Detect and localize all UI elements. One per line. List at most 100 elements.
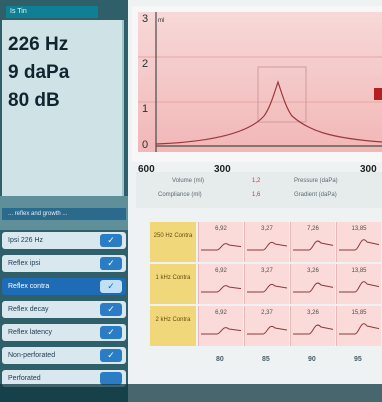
x-ticks: 600 300 300 bbox=[138, 164, 382, 180]
summary-label: Gradient (daPa) bbox=[294, 192, 337, 198]
tympanogram: 3 2 1 0 ml bbox=[138, 12, 382, 152]
checkmark-icon[interactable]: ✓ bbox=[100, 280, 122, 293]
level-readout: 80 dB bbox=[8, 90, 60, 111]
checkmark-icon[interactable]: ✓ bbox=[100, 257, 122, 270]
test-list-item[interactable]: Reflex latency ✓ bbox=[2, 324, 126, 341]
reflex-value: 13,85 bbox=[351, 226, 367, 232]
reflex-value: 3,26 bbox=[307, 310, 319, 316]
summary-label: Pressure (daPa) bbox=[294, 178, 338, 184]
reflex-trace bbox=[339, 323, 380, 335]
reflex-trace bbox=[339, 239, 380, 251]
reflex-cell[interactable]: 6,92 bbox=[198, 222, 243, 262]
reflex-total: 90 bbox=[308, 356, 316, 363]
measurement-readout: 226 Hz 9 daPa 80 dB bbox=[2, 20, 124, 196]
test-list-item[interactable]: Non-perforated ✓ bbox=[2, 347, 126, 364]
reflex-value: 3,26 bbox=[307, 268, 319, 274]
test-list: Ipsi 226 Hz ✓ Reflex ipsi ✓ Reflex contra ✓ Re… bbox=[0, 232, 128, 393]
reflex-trace-line bbox=[201, 285, 242, 293]
checkmark-icon[interactable]: ✓ bbox=[100, 303, 122, 316]
reflex-trace-line bbox=[339, 239, 380, 251]
tympanogram-curve bbox=[155, 80, 382, 145]
reflex-trace-line bbox=[247, 241, 288, 251]
acoustic-reflex-grid: 250 Hz Contra 6,92 3,27 7,26 13,85 1 kHz Cont… bbox=[150, 222, 382, 363]
summary-label: Compliance (ml) bbox=[158, 192, 202, 198]
test-list-item[interactable]: Reflex ipsi ✓ bbox=[2, 255, 126, 272]
reflex-cell[interactable]: 2,37 bbox=[244, 306, 289, 346]
reflex-value: 6,92 bbox=[215, 226, 227, 232]
y-tick-label: 3 bbox=[142, 13, 148, 25]
pressure-readout: 9 daPa bbox=[8, 62, 70, 83]
reflex-cell[interactable]: 13,85 bbox=[336, 264, 381, 304]
reflex-trace bbox=[201, 327, 242, 335]
reflex-cell[interactable]: 6,92 bbox=[198, 264, 243, 304]
reflex-trace-line bbox=[293, 324, 334, 335]
tympanogram-summary: Volume (ml) 1,2 Pressure (daPa) Complian… bbox=[136, 172, 382, 208]
reflex-total: 85 bbox=[262, 356, 270, 363]
summary-value: 1,6 bbox=[252, 192, 261, 198]
reflex-total: 95 bbox=[354, 356, 362, 363]
reflex-cell[interactable]: 7,26 bbox=[290, 222, 335, 262]
test-list-item-label: Reflex latency bbox=[8, 329, 52, 336]
test-list-item-label: Perforated bbox=[8, 375, 41, 382]
test-list-item-label: Non-perforated bbox=[8, 352, 56, 359]
reflex-trace bbox=[247, 241, 288, 251]
reflex-row-label-text: 250 Hz Contra bbox=[153, 233, 193, 239]
test-list-item-label: Reflex ipsi bbox=[8, 260, 41, 267]
summary-value: 1,2 bbox=[252, 178, 261, 184]
reflex-trace bbox=[201, 285, 242, 293]
reflex-cell[interactable]: 15,85 bbox=[336, 306, 381, 346]
reflex-value: 2,37 bbox=[261, 310, 273, 316]
y-tick-label: 2 bbox=[142, 58, 148, 70]
reflex-value: 3,27 bbox=[261, 268, 273, 274]
reflex-row-label-text: 1 kHz Contra bbox=[155, 275, 191, 281]
reflex-trace-line bbox=[339, 281, 380, 293]
test-list-item-label: Reflex decay bbox=[8, 306, 49, 313]
reflex-cell[interactable]: 3,27 bbox=[244, 264, 289, 304]
reflex-trace bbox=[293, 324, 334, 335]
reflex-value: 3,27 bbox=[261, 226, 273, 232]
reflex-value: 13,85 bbox=[351, 268, 367, 274]
reflex-trace-line bbox=[293, 240, 334, 251]
y-tick-label: 0 bbox=[142, 139, 148, 151]
reflex-cell[interactable]: 3,26 bbox=[290, 306, 335, 346]
normal-range-box bbox=[257, 66, 307, 123]
reflex-trace-line bbox=[201, 327, 242, 335]
reflex-cell[interactable]: 3,26 bbox=[290, 264, 335, 304]
reflex-trace-line bbox=[247, 283, 288, 293]
marker-red bbox=[374, 88, 382, 100]
checkmark-icon[interactable] bbox=[100, 372, 122, 385]
test-list-item[interactable]: Ipsi 226 Hz ✓ bbox=[2, 232, 126, 249]
reflex-row-label: 2 kHz Contra bbox=[150, 306, 196, 346]
test-list-item[interactable]: Reflex decay ✓ bbox=[2, 301, 126, 318]
reflex-row-label-text: 2 kHz Contra bbox=[155, 317, 191, 323]
reflex-cell[interactable]: 3,27 bbox=[244, 222, 289, 262]
reflex-cell[interactable]: 6,92 bbox=[198, 306, 243, 346]
y-unit: ml bbox=[158, 18, 164, 24]
graph-gridlines bbox=[138, 56, 382, 103]
frequency-readout: 226 Hz bbox=[8, 34, 69, 55]
graph-background bbox=[138, 12, 382, 152]
test-list-item[interactable]: Perforated bbox=[2, 370, 126, 387]
reflex-trace-line bbox=[339, 323, 380, 335]
reflex-row-label: 250 Hz Contra bbox=[150, 222, 196, 262]
checkmark-icon[interactable]: ✓ bbox=[100, 234, 122, 247]
test-list-header: ... reflex and growth ... bbox=[2, 208, 126, 220]
checkmark-icon[interactable]: ✓ bbox=[100, 326, 122, 339]
reflex-trace bbox=[201, 243, 242, 251]
reflex-trace-line bbox=[201, 243, 242, 251]
test-list-item[interactable]: Reflex contra ✓ bbox=[2, 278, 126, 295]
reflex-trace bbox=[339, 281, 380, 293]
reflex-trace bbox=[247, 283, 288, 293]
left-panel: Is Tin 226 Hz 9 daPa 80 dB ... reflex an… bbox=[0, 0, 128, 402]
left-tab[interactable]: Is Tin bbox=[6, 6, 98, 18]
x-tick-label: 300 bbox=[214, 164, 231, 175]
checkmark-icon[interactable]: ✓ bbox=[100, 349, 122, 362]
reflex-value: 7,26 bbox=[307, 226, 319, 232]
reflex-trace bbox=[293, 240, 334, 251]
x-tick-label: 300 bbox=[360, 164, 377, 175]
reflex-trace-line bbox=[247, 325, 288, 335]
bottom-shade bbox=[0, 384, 382, 402]
x-tick-label: 600 bbox=[138, 164, 155, 175]
reflex-cell[interactable]: 13,85 bbox=[336, 222, 381, 262]
